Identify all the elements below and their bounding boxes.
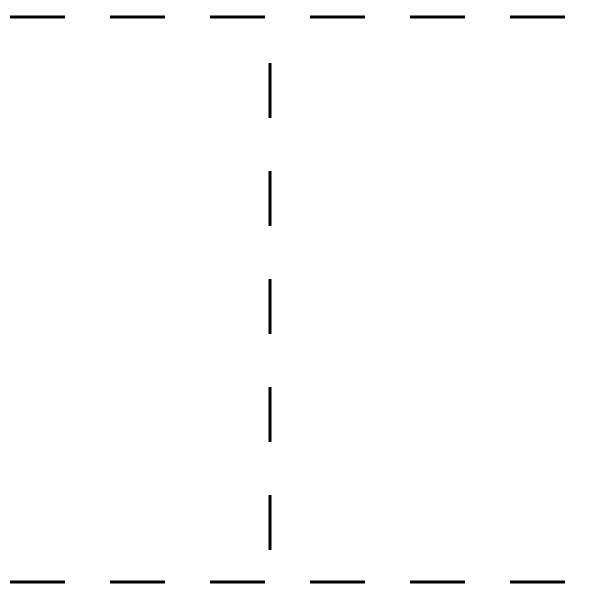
dashed-line-diagram: [0, 0, 615, 600]
